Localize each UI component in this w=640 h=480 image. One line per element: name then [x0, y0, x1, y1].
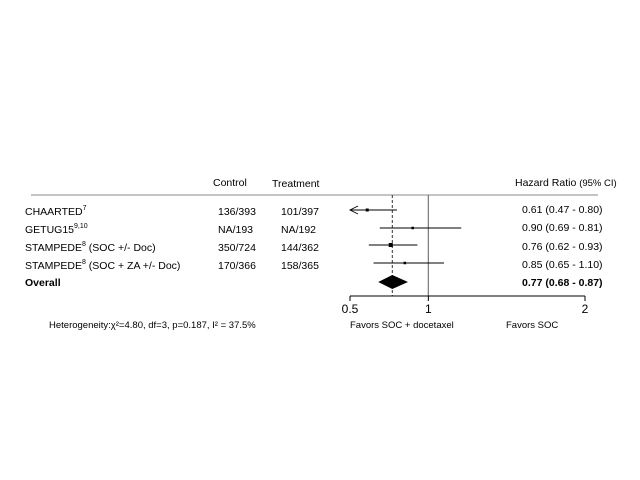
treatment-count-row-3: 158/365 [281, 260, 319, 272]
header-control: Control [213, 177, 247, 189]
control-count-row-1: NA/193 [218, 224, 254, 236]
favors-left-label: Favors SOC + docetaxel [350, 320, 454, 331]
hr-text-row-3: 0.85 (0.65 - 1.10) [522, 259, 603, 271]
heterogeneity-text: Heterogeneity:χ²=4.80, df=3, p=0.187, I²… [49, 320, 256, 331]
treatment-count-row-1: NA/192 [281, 224, 317, 236]
hr-text-row-0: 0.61 (0.47 - 0.80) [522, 204, 603, 216]
overall-label: Overall [25, 277, 61, 289]
study-reference: 8 [81, 240, 86, 248]
hr-text-row-2: 0.76 (0.62 - 0.93) [522, 241, 603, 253]
header-hr-label: Hazard Ratio [515, 177, 577, 189]
control-count-row-0: 136/393 [218, 206, 256, 218]
x-tick-label-1: 1 [425, 302, 432, 316]
study-name: STAMPEDE [25, 260, 82, 272]
point-estimate-row-3 [403, 261, 407, 265]
treatment-count-row-0: 101/397 [281, 206, 319, 218]
x-tick-label-2: 2 [582, 302, 589, 316]
study-suffix: (SOC + ZA +/- Doc) [85, 260, 181, 272]
overall-hr-text: 0.77 (0.68 - 0.87) [522, 277, 603, 289]
study-name-row-1: GETUG159,10 [25, 222, 88, 237]
x-tick-label-0: 0.5 [342, 302, 359, 316]
point-estimate-row-1 [411, 226, 414, 230]
study-suffix: (SOC +/- Doc) [85, 242, 156, 254]
study-name-row-0: CHAARTED7 [25, 204, 87, 219]
header-hazard-ratio: Hazard Ratio (95% CI) [515, 177, 617, 190]
favors-right-label: Favors SOC [506, 320, 559, 331]
study-name: CHAARTED [25, 206, 83, 218]
overall-diamond [378, 275, 408, 289]
header-treatment: Treatment [272, 178, 320, 190]
study-reference: 7 [82, 204, 87, 212]
study-name: GETUG15 [25, 224, 75, 236]
hr-text-row-1: 0.90 (0.69 - 0.81) [522, 222, 603, 234]
study-name-row-2: STAMPEDE8 (SOC +/- Doc) [25, 240, 156, 255]
study-reference: 9,10 [74, 222, 88, 230]
point-estimate-row-0 [365, 208, 369, 212]
study-reference: 8 [81, 258, 86, 266]
ci-arrow-row-0 [348, 205, 359, 215]
header-ci-label: (95% CI) [579, 178, 617, 189]
study-name: STAMPEDE [25, 242, 82, 254]
control-count-row-2: 350/724 [218, 242, 256, 254]
control-count-row-3: 170/366 [218, 260, 256, 272]
study-name-row-3: STAMPEDE8 (SOC + ZA +/- Doc) [25, 258, 181, 273]
point-estimate-row-2 [388, 243, 393, 247]
treatment-count-row-2: 144/362 [281, 242, 319, 254]
